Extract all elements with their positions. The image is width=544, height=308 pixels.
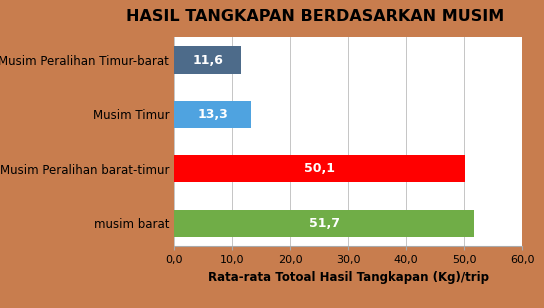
Text: HASIL TANGKAPAN BERDASARKAN MUSIM: HASIL TANGKAPAN BERDASARKAN MUSIM (126, 9, 505, 24)
Bar (174, 210, 474, 237)
X-axis label: Rata-rata Totoal Hasil Tangkapan (Kg)/trip: Rata-rata Totoal Hasil Tangkapan (Kg)/tr… (208, 271, 489, 284)
Text: 11,6: 11,6 (192, 54, 223, 67)
Bar (174, 47, 242, 74)
Bar (174, 155, 465, 182)
Text: 51,7: 51,7 (308, 217, 339, 230)
Text: 13,3: 13,3 (197, 108, 228, 121)
Bar (174, 101, 251, 128)
Text: 50,1: 50,1 (304, 162, 335, 175)
